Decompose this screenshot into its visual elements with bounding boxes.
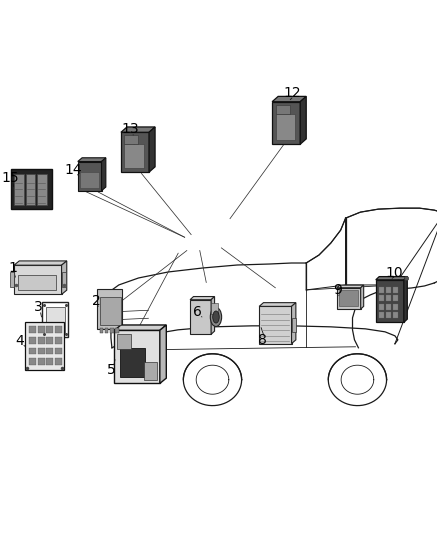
Text: 12: 12	[284, 86, 301, 100]
Bar	[55, 326, 62, 333]
Bar	[115, 328, 119, 333]
Ellipse shape	[210, 308, 222, 327]
Bar	[29, 337, 36, 344]
Bar	[46, 358, 53, 365]
Bar	[46, 326, 53, 333]
Text: 13: 13	[122, 123, 139, 136]
Bar	[42, 302, 68, 337]
Polygon shape	[360, 285, 364, 309]
Text: 10: 10	[385, 266, 403, 280]
Bar	[376, 280, 404, 322]
Bar	[120, 348, 145, 377]
Bar	[11, 169, 52, 209]
Bar	[14, 174, 24, 205]
Polygon shape	[114, 325, 166, 330]
Bar	[26, 174, 35, 205]
Bar	[386, 303, 391, 310]
Bar	[339, 290, 358, 306]
Polygon shape	[272, 96, 306, 102]
Bar	[379, 312, 384, 318]
Bar	[379, 303, 384, 310]
Polygon shape	[102, 158, 106, 191]
Bar	[55, 358, 62, 365]
Text: 8: 8	[258, 333, 267, 347]
Bar	[78, 161, 102, 191]
Bar	[38, 337, 45, 344]
Bar	[46, 306, 64, 333]
Bar	[114, 330, 160, 383]
Text: 15: 15	[2, 171, 19, 185]
Bar	[37, 174, 47, 205]
Polygon shape	[149, 127, 155, 172]
Bar	[379, 287, 384, 293]
Bar	[276, 105, 290, 115]
Polygon shape	[376, 277, 407, 280]
Bar	[18, 276, 56, 290]
Bar	[124, 144, 144, 168]
Bar	[29, 326, 36, 333]
Polygon shape	[337, 285, 364, 288]
Polygon shape	[78, 158, 106, 161]
Bar	[292, 318, 296, 333]
Bar	[14, 265, 62, 294]
Bar	[386, 295, 391, 301]
Bar	[272, 102, 300, 144]
Polygon shape	[259, 303, 296, 306]
Polygon shape	[121, 127, 155, 132]
Bar	[97, 289, 123, 329]
Bar	[46, 348, 53, 354]
Text: 6: 6	[193, 305, 202, 319]
Bar	[38, 358, 45, 365]
Bar	[393, 312, 398, 318]
Bar	[29, 358, 36, 365]
Bar	[100, 328, 103, 333]
Bar	[110, 328, 113, 333]
Text: 3: 3	[33, 301, 42, 314]
Bar	[29, 348, 36, 354]
Polygon shape	[160, 325, 166, 383]
Text: 5: 5	[107, 363, 116, 377]
Bar	[386, 312, 391, 318]
Bar	[259, 306, 292, 344]
Polygon shape	[14, 261, 67, 265]
Bar	[337, 288, 360, 309]
Polygon shape	[211, 296, 215, 334]
Bar	[276, 115, 295, 140]
Bar	[38, 326, 45, 333]
Bar	[80, 172, 99, 188]
Bar	[393, 295, 398, 301]
Bar	[105, 328, 109, 333]
Bar	[121, 132, 149, 172]
Bar	[10, 272, 14, 287]
Ellipse shape	[110, 299, 121, 311]
Bar	[100, 297, 121, 325]
Bar	[46, 337, 53, 344]
Bar	[124, 135, 138, 144]
Polygon shape	[300, 96, 306, 144]
Bar	[393, 303, 398, 310]
Bar	[393, 287, 398, 293]
Text: 14: 14	[65, 163, 82, 177]
Bar	[62, 272, 66, 287]
Polygon shape	[292, 303, 296, 344]
Bar	[117, 334, 131, 349]
Text: 2: 2	[92, 294, 100, 308]
Bar	[386, 287, 391, 293]
Text: 9: 9	[334, 284, 343, 297]
Bar	[144, 362, 157, 380]
Bar	[190, 300, 211, 334]
Bar	[25, 322, 64, 370]
Polygon shape	[62, 261, 67, 294]
Polygon shape	[190, 296, 215, 300]
Text: 4: 4	[15, 334, 24, 348]
Polygon shape	[404, 277, 407, 322]
Bar	[211, 303, 218, 313]
Bar	[379, 295, 384, 301]
Ellipse shape	[213, 311, 219, 323]
Text: 1: 1	[9, 261, 18, 274]
Bar	[55, 337, 62, 344]
Bar	[38, 348, 45, 354]
Bar	[55, 348, 62, 354]
